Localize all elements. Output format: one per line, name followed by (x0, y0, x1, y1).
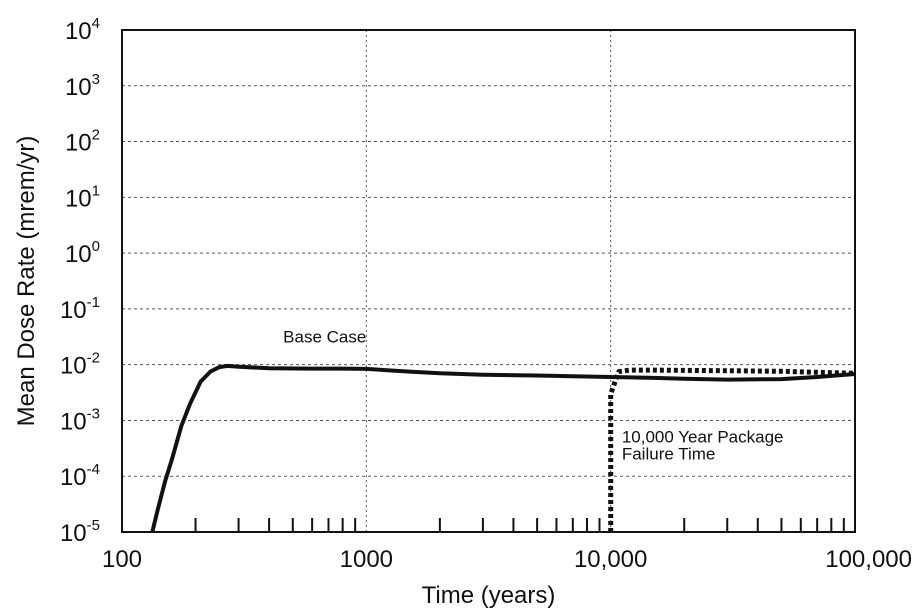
y-tick-labels: 104 103 102 101 100 10-1 10-2 10-3 10-4 10-5 (60, 15, 100, 547)
y-tick-label: 104 (65, 15, 100, 45)
y-tick-label: 101 (65, 182, 100, 212)
minor-tick-marks (194, 518, 845, 532)
annotation-label: Failure Time (622, 444, 716, 463)
y-tick-label: 10-4 (60, 461, 100, 491)
y-axis-title: Mean Dose Rate (mrem/yr) (13, 136, 40, 427)
x-tick-label: 100,000 (825, 546, 912, 573)
grid-lines (122, 30, 855, 532)
y-tick-label: 10-3 (60, 405, 100, 435)
y-tick-label: 100 (65, 238, 100, 268)
series-line-1 (150, 363, 856, 533)
series-line-2 (608, 367, 856, 532)
x-tick-labels: 100 1000 10,000 100,000 (102, 546, 912, 573)
x-tick-label: 10,000 (574, 546, 647, 573)
x-tick-label: 1000 (340, 546, 393, 573)
y-tick-label: 10-5 (60, 517, 100, 547)
plot-frame (121, 29, 856, 533)
y-tick-label: 10-2 (60, 350, 100, 380)
x-tick-label: 100 (102, 546, 142, 573)
y-tick-label: 10-1 (60, 294, 100, 324)
y-tick-label: 102 (65, 127, 100, 157)
y-tick-label: 103 (65, 71, 100, 101)
annotation-label: Base Case (283, 327, 366, 346)
annotation-label: 10,000 Year Package (622, 428, 784, 447)
x-axis-title: Time (years) (422, 582, 556, 609)
series-lines (150, 363, 856, 533)
